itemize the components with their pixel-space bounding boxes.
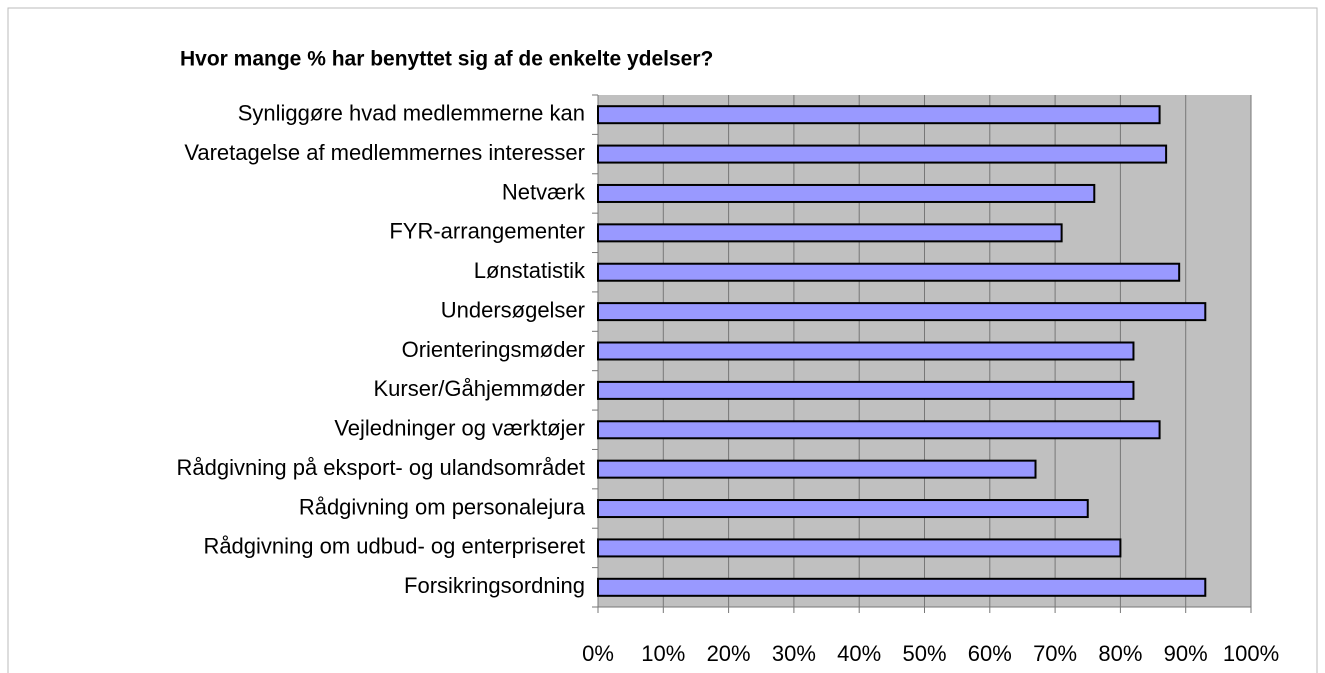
y-tick-label: Rådgivning på eksport- og ulandsområdet	[177, 455, 585, 480]
bar	[597, 459, 1037, 479]
x-tick-label: 100%	[1223, 641, 1279, 666]
y-tick-label: Rådgivning om personalejura	[299, 494, 586, 519]
bar	[597, 420, 1161, 440]
bar	[597, 105, 1161, 125]
x-tick-label: 30%	[772, 641, 816, 666]
y-tick-label: Synliggøre hvad medlemmerne kan	[238, 101, 585, 126]
y-tick-label: Orienteringsmøder	[402, 337, 585, 362]
y-tick-label: Vejledninger og værktøjer	[334, 416, 585, 441]
y-tick-label: Varetagelse af medlemmernes interesser	[184, 140, 585, 165]
y-tick-label: Forsikringsordning	[404, 573, 585, 598]
bar	[597, 499, 1089, 519]
x-tick-label: 50%	[902, 641, 946, 666]
bar	[597, 302, 1207, 322]
bar	[597, 577, 1207, 597]
y-tick-label: Netværk	[502, 179, 586, 204]
x-tick-label: 80%	[1098, 641, 1142, 666]
x-tick-label: 10%	[641, 641, 685, 666]
bar	[597, 223, 1063, 243]
x-tick-label: 60%	[968, 641, 1012, 666]
y-tick-label: FYR-arrangementer	[389, 219, 585, 244]
bar	[597, 183, 1096, 203]
bar	[597, 538, 1122, 558]
y-tick-label: Rådgivning om udbud- og enterpriseret	[203, 534, 585, 559]
x-tick-label: 20%	[707, 641, 751, 666]
bar	[597, 341, 1135, 361]
x-tick-label: 40%	[837, 641, 881, 666]
bar	[597, 262, 1181, 282]
y-tick-label: Lønstatistik	[474, 258, 586, 283]
x-tick-label: 70%	[1033, 641, 1077, 666]
x-tick-label: 0%	[582, 641, 614, 666]
chart-title: Hvor mange % har benyttet sig af de enke…	[180, 48, 713, 71]
y-tick-label: Kurser/Gåhjemmøder	[373, 376, 585, 401]
bar	[597, 144, 1168, 164]
x-tick-label: 90%	[1164, 641, 1208, 666]
bar	[597, 380, 1135, 400]
y-tick-label: Undersøgelser	[441, 297, 585, 322]
